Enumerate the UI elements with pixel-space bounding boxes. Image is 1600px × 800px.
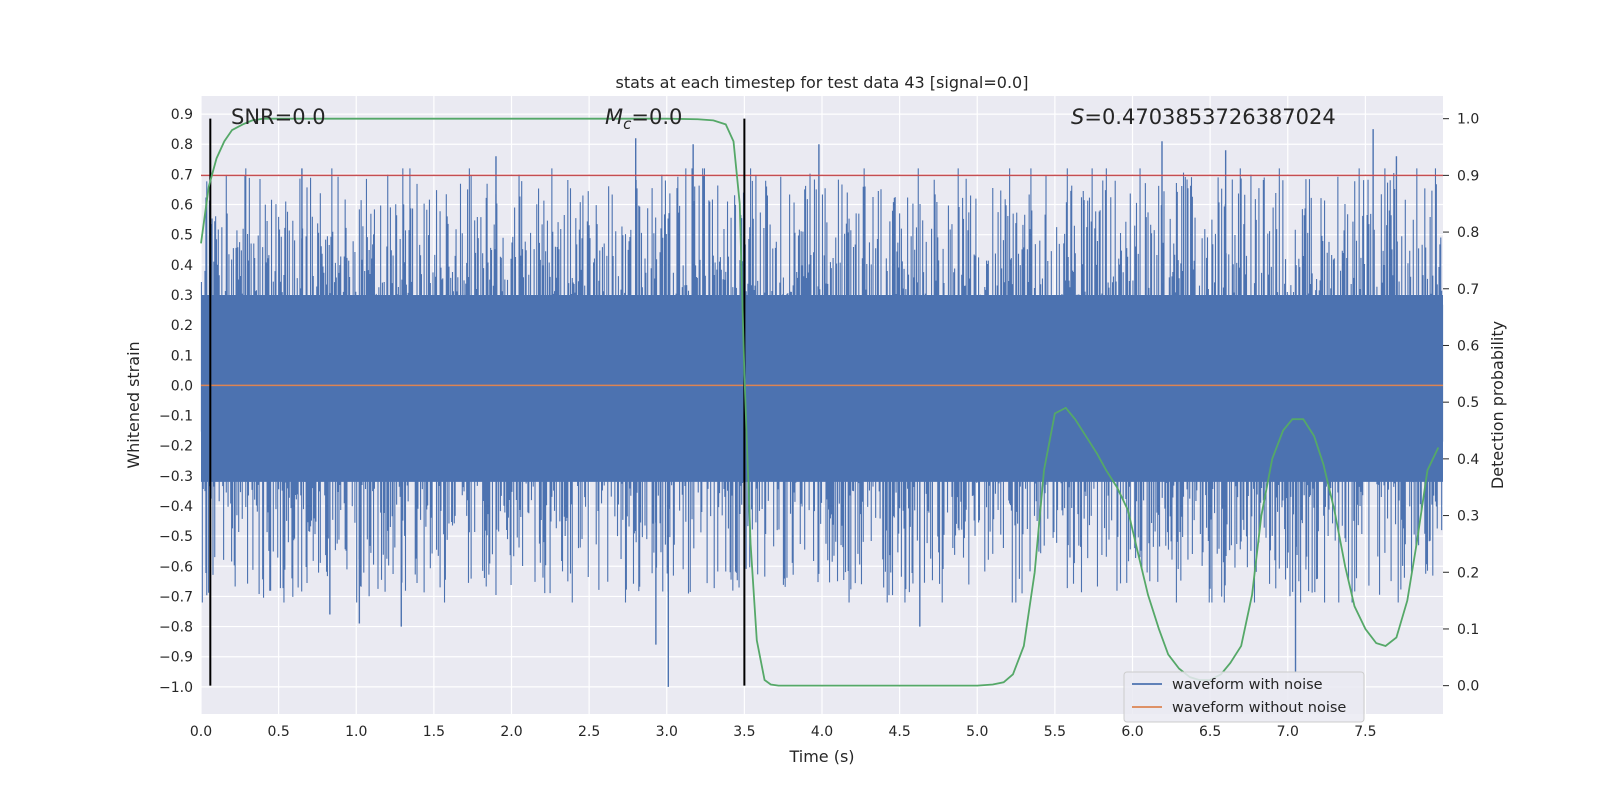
chirp-mass-value: =0.0 [631, 105, 682, 129]
y2-tick-label: 0.3 [1457, 509, 1479, 525]
x-tick-label: 5.0 [966, 724, 988, 740]
x-tick-label: 7.5 [1354, 724, 1376, 740]
legend-label-waveform-without-noise: waveform without noise [1172, 700, 1346, 716]
y-tick-label: 0.8 [171, 137, 193, 153]
x-tick-label: 6.0 [1121, 724, 1143, 740]
x-tick-label: 4.0 [811, 724, 833, 740]
chirp-mass-subscript: c [623, 115, 632, 133]
score-symbol: S [1071, 105, 1084, 129]
y2-tick-label: 0.4 [1457, 452, 1479, 468]
x-tick-label: 3.5 [733, 724, 755, 740]
x-tick-label: 3.0 [656, 724, 678, 740]
y-tick-label: 0.0 [171, 378, 193, 394]
y2-tick-label: 0.9 [1457, 168, 1479, 184]
y2-tick-label: 0.8 [1457, 225, 1479, 241]
y-tick-label: −0.4 [159, 499, 193, 515]
y2-tick-label: 0.6 [1457, 338, 1479, 354]
y2-tick-label: 0.7 [1457, 282, 1479, 298]
y-tick-label: 0.2 [171, 318, 193, 334]
chart-title: stats at each timestep for test data 43 … [616, 73, 1029, 92]
x-tick-label: 5.5 [1044, 724, 1066, 740]
chirp-mass-symbol: M [605, 105, 623, 129]
x-axis-label: Time (s) [788, 747, 854, 766]
x-tick-label: 0.0 [190, 724, 212, 740]
y-tick-label: 0.1 [171, 348, 193, 364]
y-tick-label: 0.7 [171, 167, 193, 183]
y-tick-label: 0.3 [171, 288, 193, 304]
y-tick-label: 0.6 [171, 198, 193, 214]
y-tick-label: −0.6 [159, 559, 193, 575]
x-tick-label: 7.0 [1277, 724, 1299, 740]
y2-axis-label: Detection probability [1488, 321, 1507, 489]
x-tick-label: 1.0 [345, 724, 367, 740]
y2-tick-label: 0.0 [1457, 679, 1479, 695]
y-tick-label: 0.4 [171, 258, 193, 274]
y-tick-label: −0.1 [159, 409, 193, 425]
y2-tick-label: 0.2 [1457, 565, 1479, 581]
y2-tick-label: 0.5 [1457, 395, 1479, 411]
y-tick-label: −0.9 [159, 650, 193, 666]
legend-label-waveform-with-noise: waveform with noise [1172, 677, 1323, 693]
x-tick-label: 6.5 [1199, 724, 1221, 740]
chirp-mass-annotation: Mc=0.0 [605, 105, 682, 133]
score-annotation: S=0.4703853726387024 [1071, 105, 1336, 129]
y2-tick-label: 1.0 [1457, 112, 1479, 128]
y-tick-label: −0.5 [159, 529, 193, 545]
y-tick-label: 0.5 [171, 228, 193, 244]
y-tick-label: −1.0 [159, 680, 193, 696]
strain-series [200, 129, 1444, 687]
y-axis-label: Whitened strain [124, 341, 143, 468]
detection-probability-line [200, 117, 1440, 687]
x-tick-label: 4.5 [888, 724, 910, 740]
noisy-waveform-core [201, 294, 1443, 482]
overlay [200, 117, 1443, 687]
y2-tick-label: 0.1 [1457, 622, 1479, 638]
score-value: =0.4703853726387024 [1084, 105, 1335, 129]
x-tick-label: 1.5 [423, 724, 445, 740]
y-tick-label: −0.3 [159, 469, 193, 485]
x-tick-label: 2.5 [578, 724, 600, 740]
y-tick-label: −0.7 [159, 589, 193, 605]
x-tick-label: 2.0 [500, 724, 522, 740]
x-tick-label: 0.5 [267, 724, 289, 740]
legend: waveform with noise waveform without noi… [1123, 671, 1365, 723]
y-tick-label: −0.8 [159, 620, 193, 636]
legend-box [1123, 671, 1365, 723]
ticks: 0.0 0.5 1.0 1.5 2.0 2.5 3.0 3.5 4.0 4.5 5.0 5.5 6.0 6… [159, 107, 1479, 740]
snr-annotation: SNR=0.0 [231, 105, 326, 129]
y-tick-label: 0.9 [171, 107, 193, 123]
y-tick-label: −0.2 [159, 439, 193, 455]
